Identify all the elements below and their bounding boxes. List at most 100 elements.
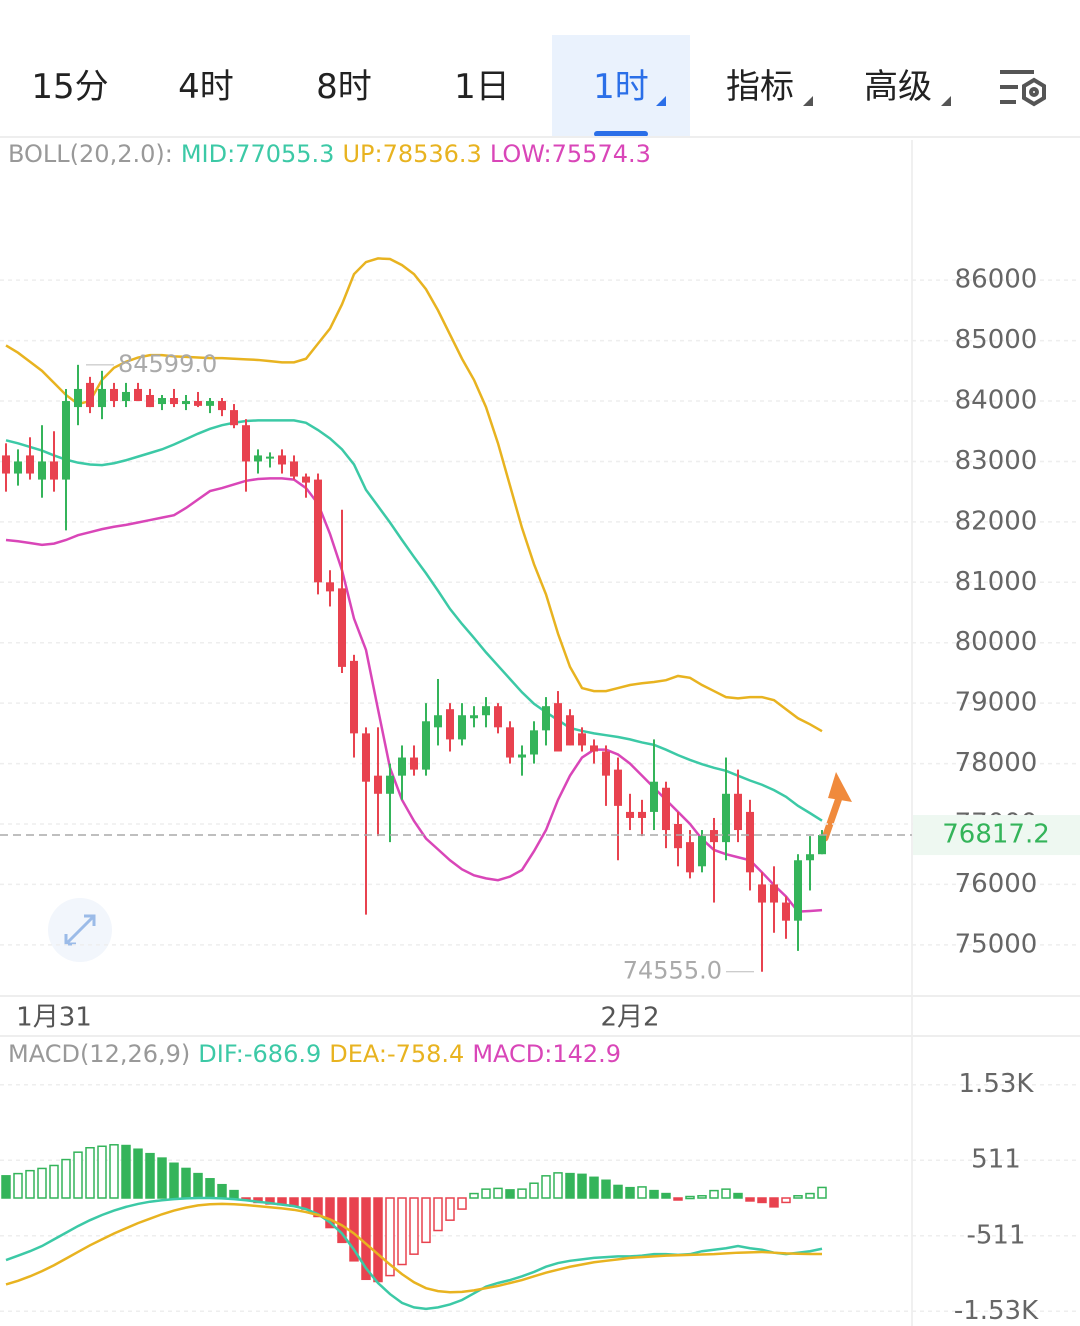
candle-body [590, 745, 598, 752]
candle-body [530, 730, 538, 755]
candle-body [194, 401, 202, 406]
macd-bar [553, 1172, 563, 1199]
y-tick-label: 83000 [955, 446, 1038, 476]
active-tab-underline [594, 131, 648, 137]
candle-body [434, 715, 442, 728]
macd-bar [709, 1189, 719, 1199]
candle-body [566, 715, 574, 746]
candle-body [794, 860, 802, 921]
macd-bar [421, 1197, 431, 1244]
candle-body [170, 398, 178, 405]
candle-body [806, 854, 814, 861]
tab[interactable]: 4时 [178, 67, 234, 107]
macd-bar [205, 1178, 215, 1199]
y-tick-label: 81000 [955, 567, 1038, 597]
y-tick-label: 75000 [955, 929, 1038, 959]
legend-entry: MACD:142.9 [472, 1040, 622, 1068]
macd-bar [601, 1179, 611, 1199]
candle-body [650, 781, 658, 812]
candle-body [518, 754, 526, 758]
boll-legend: BOLL(20,2.0): MID:77055.3 UP:78536.3 LOW:75… [8, 140, 659, 168]
macd-bar [169, 1162, 179, 1199]
candle-body [638, 811, 646, 818]
dropdown-marker [656, 96, 666, 106]
macd-bar [49, 1164, 59, 1199]
macd-bar [481, 1188, 491, 1199]
candle-body [734, 793, 742, 831]
macd-bar [337, 1197, 347, 1244]
tab[interactable]: 指标 [726, 67, 794, 107]
settings-icon[interactable] [1000, 70, 1046, 107]
y-tick-label: 1.53K [959, 1069, 1035, 1099]
candle-body [482, 706, 490, 716]
legend-entry: MID:77055.3 [180, 140, 335, 168]
expand-icon[interactable] [48, 898, 112, 962]
macd-bar [613, 1184, 623, 1199]
candle-body [86, 382, 94, 408]
candle-body [122, 391, 130, 402]
y-tick-label: 79000 [955, 688, 1038, 718]
macd-bar [109, 1144, 119, 1199]
macd-bar [397, 1197, 407, 1266]
candle-body [626, 811, 634, 818]
macd-bar [73, 1151, 83, 1199]
tab[interactable]: 1时 [593, 67, 649, 107]
macd-bar [649, 1189, 659, 1199]
macd-bar [757, 1197, 767, 1204]
candle-body [578, 733, 586, 746]
tab[interactable]: 15分 [31, 67, 109, 107]
indicator-line [5, 257, 823, 733]
candle-body [398, 757, 406, 776]
candle-body [254, 455, 262, 462]
macd-bar [625, 1186, 635, 1199]
y-tick-label: 84000 [955, 386, 1038, 416]
last-price-label: 76817.2 [942, 820, 1050, 850]
macd-bar [457, 1197, 467, 1210]
y-tick-label: -511 [966, 1220, 1025, 1250]
macd-bar [217, 1183, 227, 1199]
legend-entry: LOW:75574.3 [489, 140, 651, 168]
candle-body [182, 401, 190, 405]
y-tick-label: 511 [971, 1145, 1021, 1175]
y-tick-label: -1.53K [954, 1296, 1039, 1326]
tab[interactable]: 8时 [316, 67, 372, 107]
macd-bar [769, 1197, 779, 1208]
candle-body [242, 425, 250, 462]
macd-bar [145, 1152, 155, 1199]
candle-body [266, 456, 274, 459]
macd-bar [817, 1186, 827, 1199]
candle-body [662, 787, 670, 831]
indicator-line [5, 419, 823, 822]
candle-body [374, 775, 382, 794]
indicator-line [5, 477, 823, 913]
macd-bar [577, 1173, 587, 1199]
candle-body [278, 455, 286, 465]
legend-entry: DEA:-758.4 [329, 1040, 465, 1068]
macd-bar [805, 1192, 815, 1199]
candle-body [506, 727, 514, 758]
candle-body [290, 461, 298, 477]
active-tab-bg [552, 35, 690, 137]
tab[interactable]: 1日 [454, 67, 510, 107]
macd-bar [541, 1175, 551, 1199]
candle-body [50, 461, 58, 480]
candle-body [746, 811, 754, 873]
macd-bar [517, 1188, 527, 1199]
macd-bar [793, 1195, 803, 1199]
x-tick-label: 2月2 [600, 1003, 659, 1033]
tab[interactable]: 高级 [864, 67, 932, 107]
last-price-box [913, 815, 1080, 856]
candle-body [158, 398, 166, 405]
legend-entry: DIF:-686.9 [198, 1040, 322, 1068]
dropdown-marker [941, 96, 951, 106]
y-tick-label: 76000 [955, 869, 1038, 899]
macd-bar [313, 1197, 323, 1218]
macd-bar [505, 1189, 515, 1199]
candle-body [770, 884, 778, 903]
trend-arrow [821, 772, 852, 842]
candle-body [314, 479, 322, 583]
macd-bar [133, 1148, 143, 1199]
candle-body [758, 884, 766, 903]
